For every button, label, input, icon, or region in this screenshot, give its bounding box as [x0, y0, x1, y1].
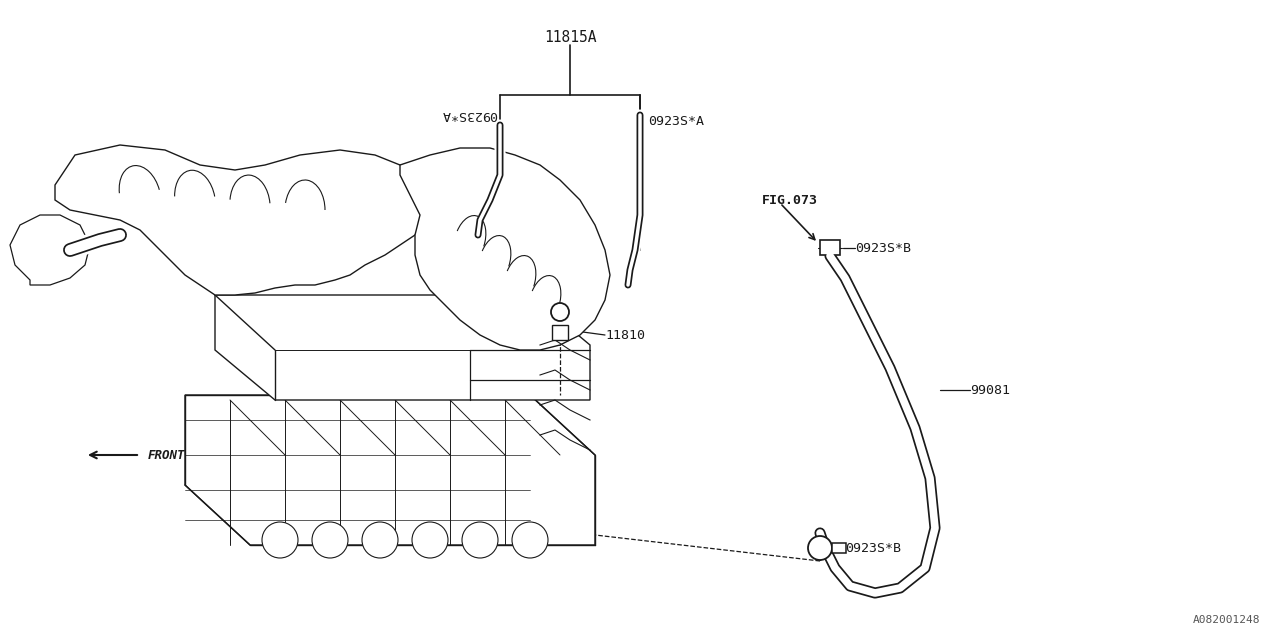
Circle shape [412, 522, 448, 558]
Polygon shape [186, 395, 595, 545]
Polygon shape [399, 148, 611, 350]
Text: 0923S*B: 0923S*B [855, 241, 911, 255]
Text: 99081: 99081 [970, 383, 1010, 397]
Polygon shape [552, 325, 568, 340]
Circle shape [550, 303, 570, 321]
Text: FRONT: FRONT [148, 449, 186, 461]
Bar [820, 240, 840, 255]
Polygon shape [55, 145, 430, 295]
Text: 0923S*B: 0923S*B [845, 541, 901, 554]
Circle shape [512, 522, 548, 558]
Text: FIG.073: FIG.073 [762, 193, 818, 207]
Circle shape [262, 522, 298, 558]
Text: A082001248: A082001248 [1193, 615, 1260, 625]
Circle shape [462, 522, 498, 558]
Polygon shape [215, 295, 590, 400]
Text: 0923S*A: 0923S*A [442, 108, 497, 121]
Text: 11815A: 11815A [544, 30, 596, 45]
Text: 11810: 11810 [605, 328, 645, 342]
Text: 0923S*A: 0923S*A [648, 115, 704, 128]
Circle shape [808, 536, 832, 560]
Circle shape [312, 522, 348, 558]
Polygon shape [10, 215, 90, 285]
Circle shape [362, 522, 398, 558]
Bar [832, 543, 846, 553]
